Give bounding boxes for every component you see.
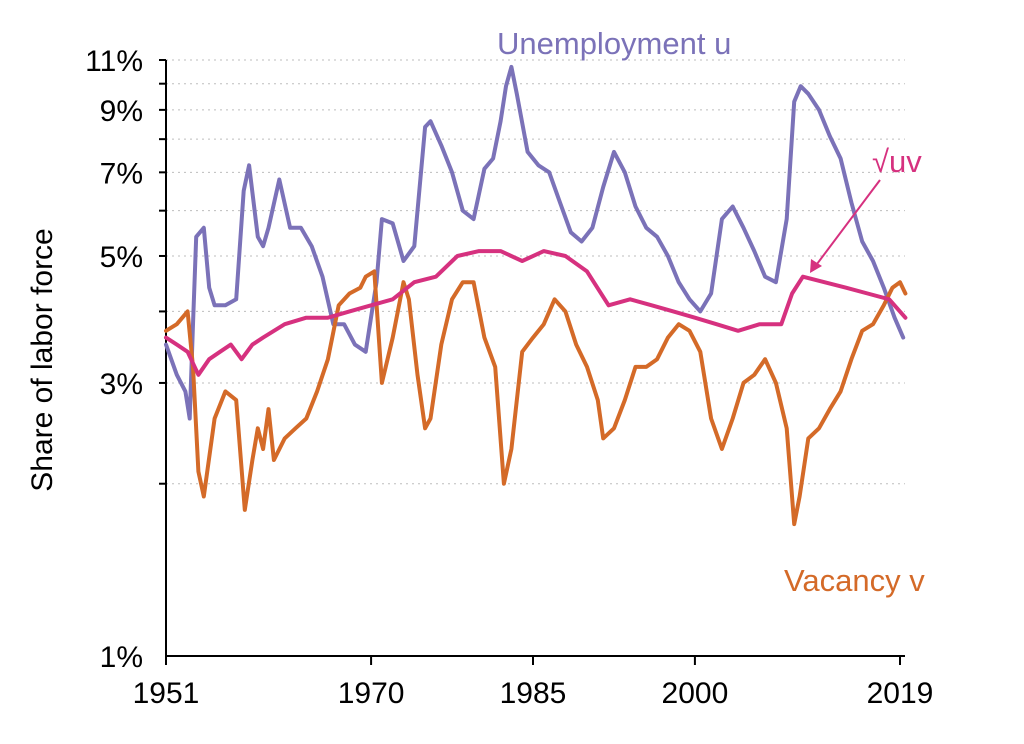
sqrt-uv-line: [164, 249, 908, 377]
x-tick-label: 2019: [867, 677, 934, 710]
vacancy-line: [164, 269, 908, 527]
sqrt-uv-arrow: [813, 179, 881, 269]
unemployment-label: Unemployment u: [497, 26, 731, 61]
y-axis-label: Share of labor force: [26, 228, 59, 491]
sqrt-uv-label: √uv: [872, 144, 922, 179]
y-tick-label: 1%: [100, 641, 143, 674]
x-tick-label: 2000: [662, 677, 729, 710]
vacancy-label: Vacancy v: [784, 563, 925, 598]
sqrt-uv-arrowhead: [810, 259, 822, 273]
x-tick-label: 1951: [133, 677, 200, 710]
x-tick-label: 1970: [338, 677, 405, 710]
y-tick-label: 7%: [100, 157, 143, 190]
y-ticks: 1% 3% 5% 7% 9% 11%: [85, 45, 166, 674]
series-lines: [164, 64, 908, 527]
y-tick-label: 11%: [85, 45, 143, 78]
y-tick-label: 9%: [100, 95, 143, 128]
y-tick-label: 3%: [100, 368, 143, 401]
unemployment-line: [164, 64, 906, 421]
x-ticks: 1951 1970 1985 2000 2019: [133, 656, 934, 710]
y-tick-label: 5%: [100, 241, 143, 274]
x-tick-label: 1985: [500, 677, 567, 710]
axes: [165, 60, 905, 657]
